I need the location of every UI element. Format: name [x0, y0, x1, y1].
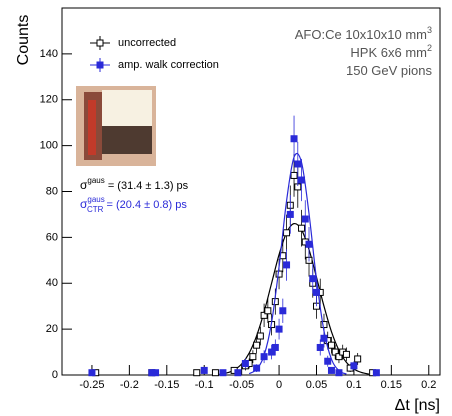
- info-main: AFO:Ce 10x10x10 mm: [295, 27, 427, 42]
- sigma: σ: [80, 178, 88, 192]
- x-tick-label: 0: [276, 379, 282, 391]
- info-text: AFO:Ce 10x10x10 mm3: [295, 25, 432, 42]
- data-point: [193, 369, 201, 377]
- photo-crystal-bottom: [102, 126, 152, 154]
- x-axis-label: Δt [ns]: [395, 397, 440, 414]
- data-point: [279, 307, 287, 315]
- info-main: 150 GeV pions: [346, 63, 433, 78]
- data-point: [275, 325, 283, 333]
- data-point: [331, 348, 339, 356]
- y-axis-label: Counts: [15, 15, 32, 66]
- data-point: [290, 135, 298, 143]
- data-point: [219, 369, 227, 377]
- data-point: [211, 369, 219, 377]
- x-tick-label: -0.05: [229, 379, 254, 391]
- data-point: [305, 240, 313, 248]
- data-point: [286, 210, 294, 218]
- data-point: [200, 366, 208, 374]
- data-point: [234, 369, 242, 377]
- y-tick-label: 100: [40, 140, 58, 152]
- x-tick-label: -0.15: [154, 379, 179, 391]
- y-tick-label: 80: [46, 185, 58, 197]
- data-point: [290, 171, 298, 179]
- data-point: [241, 360, 249, 368]
- data-point: [316, 343, 324, 351]
- data-point: [312, 288, 320, 296]
- data-point: [298, 176, 306, 184]
- data-point: [249, 353, 257, 361]
- data-point: [268, 348, 276, 356]
- data-point: [298, 224, 306, 232]
- data-point: [260, 353, 268, 361]
- data-point: [342, 350, 350, 358]
- data-point: [256, 332, 264, 340]
- data-point: [335, 353, 343, 361]
- sigma: σ: [80, 197, 88, 211]
- crystal-photo: [76, 86, 156, 166]
- data-point: [294, 160, 302, 168]
- y-tick-label: 20: [46, 323, 58, 335]
- data-point: [264, 307, 272, 315]
- x-tick-label: -0.2: [120, 379, 139, 391]
- data-point: [283, 229, 291, 237]
- data-point: [350, 362, 358, 370]
- annotation-text: = (31.4 ± 1.3) ps: [105, 180, 189, 192]
- annotation: σgaus CTR = (20.4 ± 0.8) ps: [80, 195, 187, 214]
- data-point: [275, 270, 283, 278]
- x-tick-label: 0.05: [306, 379, 327, 391]
- info-sup: 3: [427, 25, 432, 35]
- legend-marker: [96, 39, 104, 47]
- info-text: 150 GeV pions: [346, 63, 433, 78]
- y-tick-label: 40: [46, 277, 58, 289]
- annotation: σgaus = (31.4 ± 1.3) ps: [80, 176, 189, 192]
- x-tick-label: -0.1: [195, 379, 214, 391]
- data-point: [253, 341, 261, 349]
- data-point: [309, 275, 317, 283]
- legend-label: amp. walk correction: [118, 59, 219, 71]
- photo-crystal-top: [102, 90, 152, 126]
- data-point: [335, 369, 343, 377]
- annotation-text: = (20.4 ± 0.8) ps: [103, 199, 187, 211]
- sigma-sub: CTR: [87, 205, 104, 214]
- data-point: [320, 334, 328, 342]
- x-tick-label: -0.25: [79, 379, 104, 391]
- data-point: [283, 261, 291, 269]
- data-point: [327, 366, 335, 374]
- data-point: [327, 341, 335, 349]
- x-tick-label: 0.1: [346, 379, 361, 391]
- data-point: [260, 311, 268, 319]
- y-tick-label: 120: [40, 94, 58, 106]
- info-sup: 2: [427, 43, 432, 53]
- info-text: HPK 6x6 mm2: [350, 43, 432, 60]
- photo-sipm: [88, 100, 96, 155]
- legend-label: uncorrected: [118, 37, 176, 49]
- sigma-sup: gaus: [87, 195, 104, 204]
- x-tick-label: 0.2: [421, 379, 436, 391]
- data-point: [301, 215, 309, 223]
- y-tick-label: 60: [46, 231, 58, 243]
- data-point: [372, 369, 380, 377]
- sigma-sup: gaus: [87, 176, 104, 185]
- y-tick-label: 140: [40, 48, 58, 60]
- data-point: [354, 355, 362, 363]
- data-point: [253, 364, 261, 372]
- y-tick-label: 0: [52, 369, 58, 381]
- data-point: [271, 343, 279, 351]
- data-point: [88, 369, 96, 377]
- data-point: [320, 321, 328, 329]
- info-main: HPK 6x6 mm: [350, 45, 427, 60]
- x-tick-label: 0.15: [381, 379, 402, 391]
- data-point: [152, 369, 160, 377]
- data-point: [324, 357, 332, 365]
- legend-marker: [96, 61, 104, 69]
